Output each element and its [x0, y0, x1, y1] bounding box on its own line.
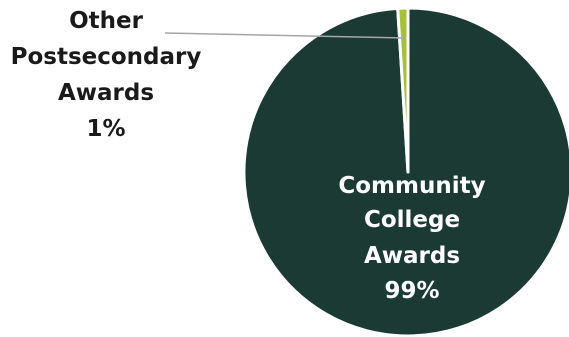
label-other-awards-line-3: Awards — [58, 80, 154, 106]
label-community-college-line-2: College — [364, 207, 460, 233]
label-other-awards: Other Postsecondary Awards 1% — [11, 8, 202, 142]
pie-slice-community-college-awards — [242, 6, 569, 337]
pie-slices — [242, 6, 569, 337]
pie-slice-other-postsecondary-awards — [396, 6, 410, 174]
label-other-awards-line-2: Postsecondary — [11, 44, 202, 70]
label-community-college-line-3: Awards — [364, 243, 460, 269]
label-community-college-percent: 99% — [384, 278, 439, 304]
label-community-college-line-1: Community — [338, 173, 485, 199]
leader-line-other-awards — [164, 32, 406, 39]
label-other-awards-percent: 1% — [86, 116, 125, 142]
label-other-awards-line-1: Other — [69, 8, 144, 34]
label-community-college-awards: Community College Awards 99% — [338, 173, 485, 304]
